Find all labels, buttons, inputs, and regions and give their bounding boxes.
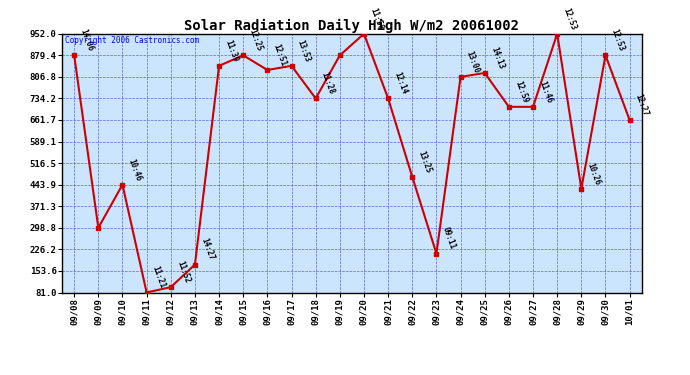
Text: 14:13: 14:13 — [489, 45, 505, 70]
Text: 11:39: 11:39 — [224, 38, 239, 63]
Text: 10:46: 10:46 — [127, 157, 143, 182]
Text: 13:00: 13:00 — [465, 49, 481, 74]
Text: 12:53: 12:53 — [562, 6, 578, 31]
Text: Copyright 2006 Castronics.com: Copyright 2006 Castronics.com — [65, 36, 199, 45]
Text: 12:53: 12:53 — [610, 28, 626, 53]
Text: 11:52: 11:52 — [175, 260, 191, 284]
Text: 11:21: 11:21 — [151, 265, 167, 290]
Text: 14:27: 14:27 — [199, 237, 215, 262]
Text: 11:28: 11:28 — [320, 71, 336, 96]
Text: 11:46: 11:46 — [538, 79, 553, 104]
Text: 11:58: 11:58 — [368, 6, 384, 31]
Text: 10:26: 10:26 — [586, 161, 602, 186]
Text: 12:25: 12:25 — [248, 28, 264, 53]
Text: 14:06: 14:06 — [79, 28, 95, 53]
Text: 13:53: 13:53 — [296, 38, 312, 63]
Text: 12:51: 12:51 — [272, 42, 288, 67]
Text: 12:27: 12:27 — [634, 92, 650, 117]
Text: 12:59: 12:59 — [513, 79, 529, 104]
Title: Solar Radiation Daily High W/m2 20061002: Solar Radiation Daily High W/m2 20061002 — [184, 18, 520, 33]
Text: 09:11: 09:11 — [441, 226, 457, 251]
Text: 12:14: 12:14 — [393, 71, 408, 96]
Text: 13:25: 13:25 — [417, 149, 433, 174]
